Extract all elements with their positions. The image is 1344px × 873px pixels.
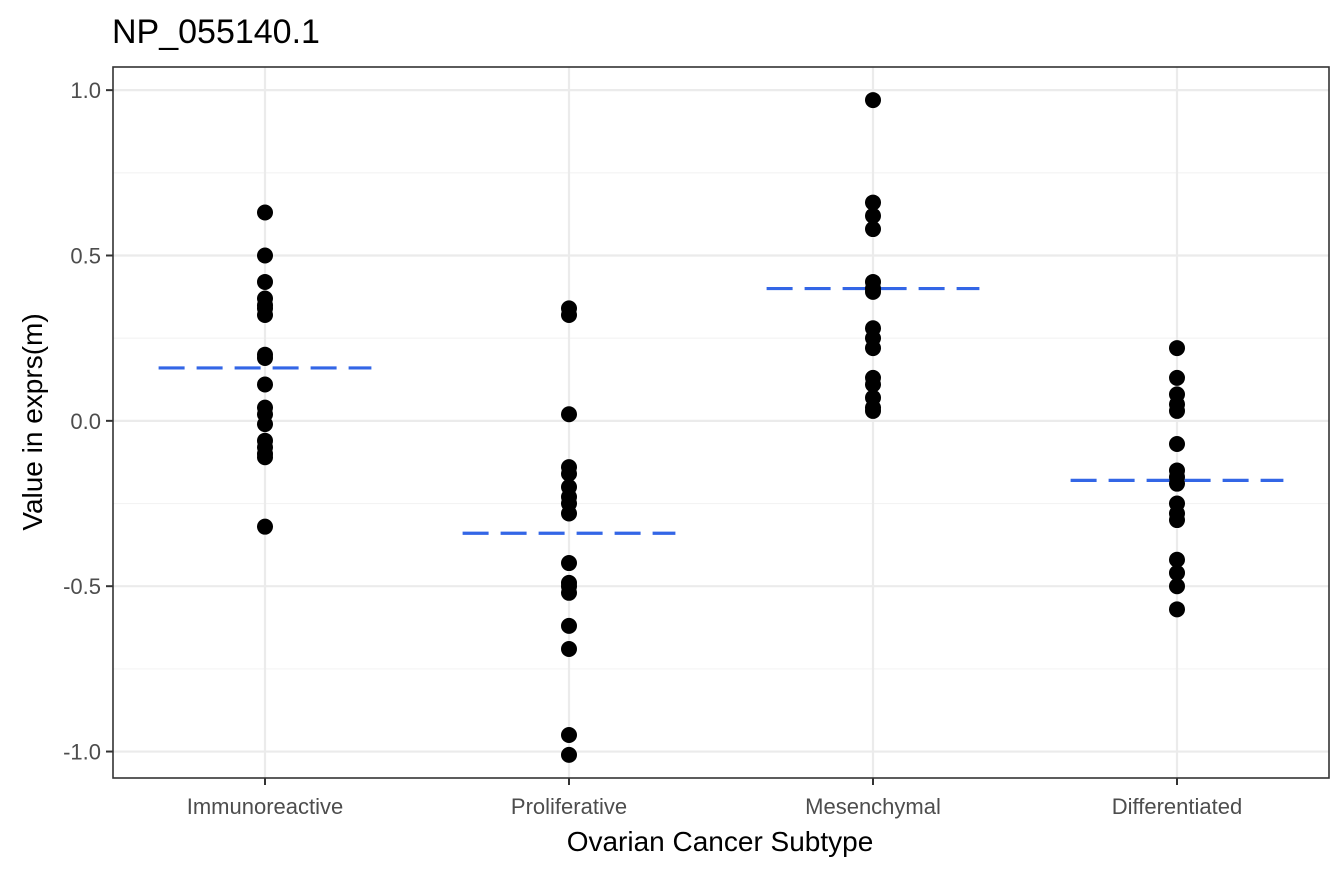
- data-point: [865, 207, 881, 224]
- data-point: [1169, 551, 1185, 568]
- data-point: [257, 273, 273, 290]
- data-point: [1169, 512, 1185, 529]
- data-point: [561, 406, 577, 423]
- data-point: [1169, 601, 1185, 618]
- data-point: [1169, 435, 1185, 452]
- data-point: [865, 194, 881, 211]
- x-tick-label: Differentiated: [1112, 794, 1242, 819]
- data-point: [561, 307, 577, 324]
- chart-title: NP_055140.1: [112, 13, 320, 51]
- data-point: [561, 746, 577, 763]
- data-point: [865, 376, 881, 393]
- y-tick-label: 1.0: [70, 78, 101, 103]
- data-point: [257, 350, 273, 367]
- group-mean-lines: [158, 286, 1284, 535]
- y-tick-label: -0.5: [63, 574, 101, 599]
- data-point: [865, 283, 881, 300]
- y-tick-label: -1.0: [63, 740, 101, 765]
- y-tick-label: 0.0: [70, 409, 101, 434]
- data-point: [561, 617, 577, 634]
- data-point: [865, 340, 881, 357]
- data-point: [561, 555, 577, 572]
- data-point: [257, 376, 273, 393]
- data-point: [561, 641, 577, 658]
- data-point: [257, 307, 273, 324]
- data-point: [561, 727, 577, 744]
- data-point: [1169, 369, 1185, 386]
- data-point: [561, 584, 577, 601]
- data-point: [865, 402, 881, 419]
- x-tick-label: Proliferative: [511, 794, 627, 819]
- plot-panel-border: [112, 66, 1330, 779]
- x-tick-label: Mesenchymal: [805, 794, 941, 819]
- data-point: [1169, 475, 1185, 492]
- data-point: [865, 221, 881, 238]
- data-point: [1169, 564, 1185, 581]
- data-points: [257, 92, 1185, 763]
- y-tick-label: 0.5: [70, 243, 101, 268]
- x-axis-title: Ovarian Cancer Subtype: [567, 826, 874, 857]
- y-axis-title: Value in exprs(m): [17, 313, 48, 530]
- data-point: [257, 247, 273, 264]
- x-tick-label: Immunoreactive: [187, 794, 344, 819]
- data-point: [257, 204, 273, 221]
- axes: -1.0 -0.5 0.0 0.5 1.0 Immunoreactive Prolifera…: [63, 78, 1242, 819]
- data-point: [257, 449, 273, 466]
- data-point: [865, 92, 881, 109]
- data-point: [257, 518, 273, 535]
- data-point: [561, 465, 577, 482]
- data-point: [1169, 340, 1185, 357]
- data-point: [257, 416, 273, 433]
- data-point: [561, 505, 577, 522]
- grid-lines: [113, 67, 1329, 778]
- data-point: [1169, 402, 1185, 419]
- data-point: [1169, 578, 1185, 595]
